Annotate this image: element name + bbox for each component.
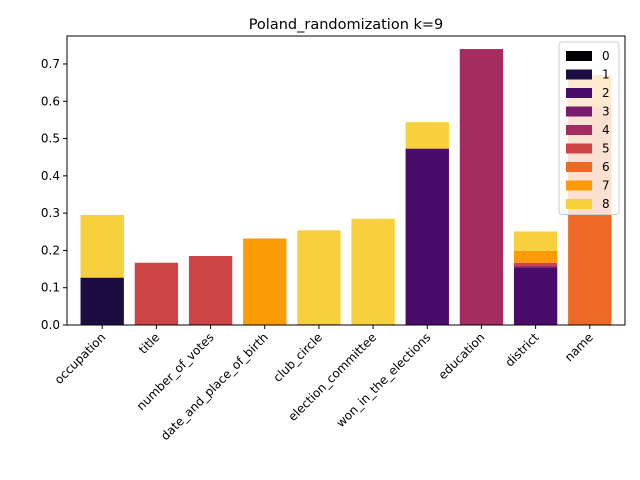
bar-segment-number-of-votes-series-5	[188, 256, 233, 325]
bar-segment-won-in-the-elections-series-2	[405, 148, 449, 325]
legend-label-2: 2	[602, 86, 610, 100]
bars-group	[80, 49, 612, 326]
y-tick-label: 0.1	[41, 281, 60, 295]
y-tick-label: 0.0	[41, 318, 60, 332]
bar-segment-district-series-7	[513, 250, 558, 263]
legend-swatch-2	[566, 88, 592, 98]
legend-swatch-8	[566, 199, 592, 209]
y-tick-label: 0.2	[41, 243, 60, 257]
legend: 0 1 2 3 4 5 6 7 8	[558, 41, 620, 215]
bar-segment-occupation-series-1	[80, 277, 124, 325]
y-tick-label: 0.6	[41, 94, 60, 108]
legend-label-3: 3	[602, 105, 610, 119]
bar-segment-won-in-the-elections-series-8	[405, 122, 449, 149]
legend-swatch-0	[566, 51, 592, 61]
legend-swatch-7	[566, 180, 592, 191]
bar-segment-election-committee-series-8	[351, 218, 395, 325]
bar-segment-district-series-8	[513, 231, 558, 251]
y-tick-label: 0.7	[41, 57, 60, 71]
legend-swatch-1	[566, 69, 592, 80]
legend-label-7: 7	[602, 179, 610, 193]
legend-label-5: 5	[602, 142, 610, 156]
legend-label-6: 6	[602, 160, 610, 174]
chart-title: Poland_randomization k=9	[249, 17, 444, 33]
bar-segment-occupation-series-8	[80, 214, 124, 278]
y-axis: 0.0 0.1 0.2 0.3 0.4 0.5 0.6 0.7	[41, 57, 67, 332]
bar-segment-education-series-4	[459, 49, 504, 326]
bar-segment-district-series-4	[513, 265, 558, 268]
bar-segment-district-series-2	[513, 267, 558, 325]
y-tick-label: 0.5	[41, 132, 60, 146]
bar-segment-date-and-place-of-birth-series-7	[243, 238, 287, 325]
bar-segment-title-series-5	[134, 262, 179, 325]
axes-frame	[66, 35, 626, 326]
bar-segment-district-series-5	[513, 262, 558, 266]
legend-swatch-4	[566, 125, 592, 135]
y-tick-label: 0.4	[41, 169, 60, 183]
y-tick-label: 0.3	[41, 206, 60, 220]
legend-label-1: 1	[602, 68, 610, 82]
bar-segment-club-circle-series-8	[297, 230, 341, 325]
legend-label-8: 8	[602, 197, 610, 211]
legend-swatch-6	[566, 162, 592, 172]
legend-swatch-3	[566, 106, 592, 117]
legend-label-4: 4	[602, 123, 610, 137]
legend-label-0: 0	[602, 49, 610, 63]
legend-swatch-5	[566, 143, 592, 154]
